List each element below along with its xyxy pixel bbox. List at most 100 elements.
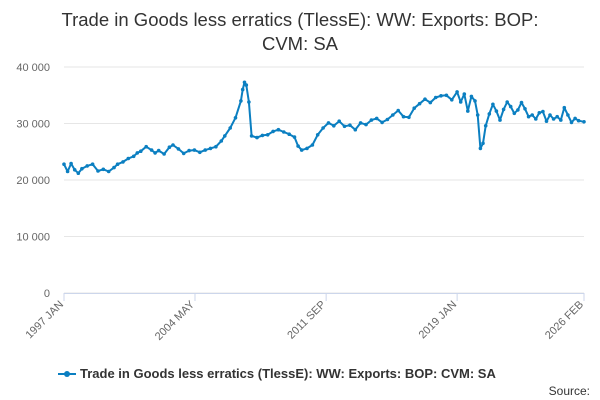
- data-point[interactable]: [181, 151, 186, 156]
- data-point[interactable]: [364, 122, 368, 127]
- data-point[interactable]: [121, 160, 125, 164]
- data-point[interactable]: [233, 116, 238, 120]
- data-point[interactable]: [342, 124, 347, 129]
- data-point[interactable]: [271, 129, 275, 134]
- data-point[interactable]: [305, 146, 309, 151]
- data-point[interactable]: [548, 113, 552, 117]
- data-point[interactable]: [296, 144, 300, 148]
- data-point[interactable]: [85, 164, 89, 168]
- data-point[interactable]: [358, 121, 363, 125]
- data-point[interactable]: [176, 147, 181, 151]
- data-point[interactable]: [299, 148, 304, 152]
- data-point[interactable]: [126, 156, 131, 161]
- data-point[interactable]: [144, 144, 148, 149]
- data-point[interactable]: [80, 166, 84, 171]
- data-point[interactable]: [62, 162, 66, 166]
- data-point[interactable]: [551, 117, 556, 121]
- data-point[interactable]: [255, 135, 259, 140]
- data-point[interactable]: [455, 90, 459, 94]
- data-point[interactable]: [401, 114, 406, 119]
- data-point[interactable]: [156, 148, 161, 153]
- data-point[interactable]: [491, 102, 495, 107]
- data-point[interactable]: [265, 133, 270, 137]
- data-point[interactable]: [423, 97, 427, 101]
- data-point[interactable]: [508, 104, 513, 109]
- data-point[interactable]: [444, 93, 449, 98]
- data-point[interactable]: [462, 92, 467, 96]
- data-point[interactable]: [519, 100, 524, 105]
- data-point[interactable]: [292, 135, 297, 139]
- data-point[interactable]: [249, 134, 254, 138]
- data-point[interactable]: [192, 148, 197, 152]
- data-point[interactable]: [321, 126, 325, 130]
- data-point[interactable]: [385, 117, 390, 122]
- data-point[interactable]: [555, 114, 559, 119]
- data-point[interactable]: [483, 124, 488, 128]
- data-point[interactable]: [523, 107, 527, 111]
- data-point[interactable]: [332, 124, 336, 128]
- data-point[interactable]: [90, 162, 95, 166]
- data-point[interactable]: [433, 95, 438, 100]
- data-point[interactable]: [374, 116, 379, 121]
- legend[interactable]: Trade in Goods less erratics (TlessE): W…: [58, 366, 496, 381]
- data-point[interactable]: [450, 98, 454, 102]
- data-point[interactable]: [239, 99, 243, 103]
- data-point[interactable]: [115, 162, 120, 166]
- data-point[interactable]: [544, 119, 549, 123]
- data-point[interactable]: [282, 130, 286, 134]
- data-point[interactable]: [162, 152, 166, 156]
- data-point[interactable]: [135, 151, 140, 155]
- data-point[interactable]: [187, 148, 191, 153]
- data-point[interactable]: [198, 150, 202, 155]
- data-point[interactable]: [153, 151, 157, 155]
- data-point[interactable]: [505, 100, 510, 104]
- data-point[interactable]: [337, 119, 342, 123]
- data-point[interactable]: [466, 109, 470, 113]
- data-point[interactable]: [139, 149, 143, 153]
- data-point[interactable]: [214, 144, 218, 149]
- data-point[interactable]: [526, 114, 531, 119]
- data-point[interactable]: [106, 169, 111, 174]
- data-point[interactable]: [247, 100, 251, 104]
- data-point[interactable]: [167, 145, 172, 149]
- data-point[interactable]: [469, 94, 474, 99]
- data-point[interactable]: [219, 139, 224, 143]
- data-point[interactable]: [473, 99, 477, 103]
- data-point[interactable]: [569, 120, 574, 125]
- data-point[interactable]: [498, 118, 502, 122]
- data-point[interactable]: [240, 87, 245, 92]
- data-point[interactable]: [72, 168, 77, 172]
- data-point[interactable]: [101, 167, 106, 172]
- data-point[interactable]: [530, 113, 534, 117]
- data-point[interactable]: [69, 161, 73, 166]
- data-point[interactable]: [541, 109, 545, 114]
- data-point[interactable]: [149, 148, 154, 152]
- data-point[interactable]: [412, 106, 417, 110]
- data-point[interactable]: [428, 100, 433, 105]
- data-point[interactable]: [65, 169, 70, 174]
- data-point[interactable]: [566, 113, 570, 117]
- data-point[interactable]: [260, 133, 265, 138]
- data-point[interactable]: [458, 100, 463, 104]
- data-point[interactable]: [439, 94, 443, 98]
- data-point[interactable]: [369, 118, 374, 122]
- data-point[interactable]: [576, 118, 581, 123]
- data-point[interactable]: [475, 113, 480, 117]
- data-point[interactable]: [96, 169, 100, 173]
- data-point[interactable]: [353, 127, 358, 132]
- data-point[interactable]: [501, 107, 506, 112]
- data-point[interactable]: [112, 165, 116, 170]
- data-point[interactable]: [287, 132, 292, 136]
- data-point[interactable]: [348, 123, 352, 127]
- data-point[interactable]: [478, 146, 483, 151]
- data-point[interactable]: [310, 143, 315, 147]
- data-point[interactable]: [559, 118, 563, 122]
- data-point[interactable]: [242, 80, 247, 85]
- data-point[interactable]: [481, 141, 485, 146]
- data-point[interactable]: [244, 83, 249, 87]
- data-point[interactable]: [573, 116, 577, 121]
- data-point[interactable]: [494, 109, 499, 113]
- data-point[interactable]: [512, 111, 517, 116]
- data-point[interactable]: [276, 127, 281, 132]
- data-point[interactable]: [537, 111, 542, 115]
